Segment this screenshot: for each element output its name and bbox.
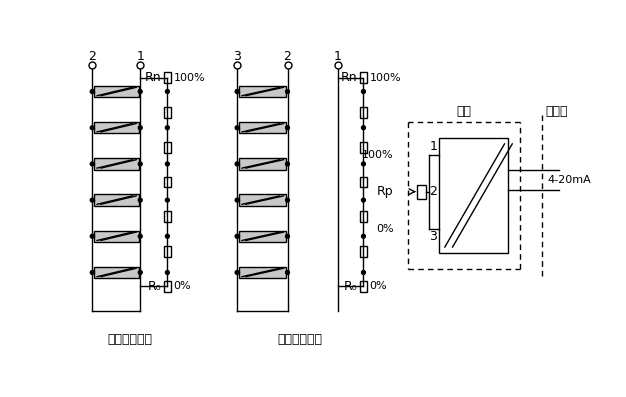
Bar [163, 177, 172, 187]
Text: 三线制变送器: 三线制变送器 [278, 333, 323, 346]
Bar [94, 267, 139, 278]
Text: R₀: R₀ [148, 280, 161, 293]
Circle shape [361, 162, 366, 166]
Text: 3: 3 [233, 50, 241, 64]
Circle shape [90, 162, 94, 166]
Circle shape [138, 198, 142, 202]
Circle shape [235, 126, 239, 130]
Circle shape [165, 90, 169, 93]
Circle shape [165, 270, 169, 274]
Circle shape [285, 234, 289, 238]
Circle shape [285, 90, 289, 93]
Circle shape [165, 198, 169, 202]
Text: 2: 2 [429, 185, 437, 198]
Circle shape [235, 234, 239, 238]
Circle shape [285, 162, 289, 166]
Circle shape [90, 270, 94, 274]
Circle shape [90, 198, 94, 202]
Bar [163, 246, 172, 257]
Bar [163, 281, 172, 292]
Bar [239, 122, 286, 133]
Bar [239, 231, 286, 242]
Circle shape [361, 126, 366, 130]
Circle shape [235, 162, 239, 166]
Bar [163, 211, 172, 222]
Circle shape [138, 126, 142, 130]
Text: 100%: 100% [362, 150, 394, 160]
Circle shape [138, 234, 142, 238]
Circle shape [138, 270, 142, 274]
Text: 二线制变送器: 二线制变送器 [107, 333, 152, 346]
Bar [359, 281, 367, 292]
Bar [94, 158, 139, 170]
Bar [359, 246, 367, 257]
Text: 0%: 0% [173, 281, 191, 291]
Circle shape [361, 234, 366, 238]
Bar [359, 211, 367, 222]
Text: 3: 3 [429, 230, 437, 243]
Circle shape [90, 90, 94, 93]
Bar [94, 86, 139, 97]
Circle shape [165, 126, 169, 130]
Text: Rn: Rn [341, 71, 357, 84]
Bar [94, 231, 139, 242]
Text: 1: 1 [429, 141, 437, 154]
Text: 控制室: 控制室 [546, 105, 568, 118]
Bar [239, 86, 286, 97]
Text: 0%: 0% [376, 224, 394, 233]
Text: 2: 2 [88, 50, 96, 64]
Circle shape [235, 198, 239, 202]
Circle shape [285, 198, 289, 202]
Bar [239, 267, 286, 278]
Circle shape [90, 234, 94, 238]
Bar [417, 185, 426, 198]
Text: 2: 2 [284, 50, 292, 64]
Text: 0%: 0% [369, 281, 387, 291]
Circle shape [285, 270, 289, 274]
Circle shape [361, 90, 366, 93]
Circle shape [165, 234, 169, 238]
Bar [359, 177, 367, 187]
Bar [239, 158, 286, 170]
Text: 1: 1 [334, 50, 342, 64]
Circle shape [138, 90, 142, 93]
Bar [359, 142, 367, 152]
Text: Rn: Rn [145, 71, 161, 84]
Text: 100%: 100% [369, 73, 401, 83]
Bar [359, 107, 367, 118]
Circle shape [235, 90, 239, 93]
Bar [439, 138, 508, 253]
Circle shape [138, 162, 142, 166]
Text: Rp: Rp [377, 185, 394, 198]
Circle shape [165, 162, 169, 166]
Text: 4-20mA: 4-20mA [548, 175, 592, 185]
Text: 100%: 100% [173, 73, 205, 83]
Bar [163, 107, 172, 118]
Text: 1: 1 [136, 50, 144, 64]
Circle shape [90, 126, 94, 130]
Text: R₀: R₀ [344, 280, 357, 293]
Circle shape [361, 198, 366, 202]
Bar [94, 122, 139, 133]
Circle shape [361, 270, 366, 274]
Bar [239, 194, 286, 206]
Text: 现场: 现场 [456, 105, 471, 118]
Bar [163, 142, 172, 152]
Bar [163, 72, 172, 83]
Bar [359, 72, 367, 83]
Circle shape [285, 126, 289, 130]
Bar [94, 194, 139, 206]
Circle shape [235, 270, 239, 274]
